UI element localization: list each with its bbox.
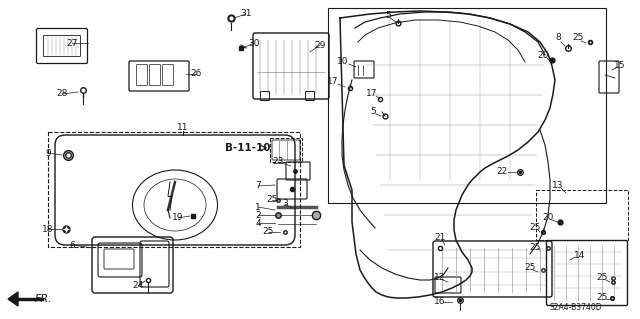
Text: 4: 4 xyxy=(255,219,261,227)
Text: 16: 16 xyxy=(435,298,445,307)
Text: 27: 27 xyxy=(67,39,77,48)
Text: 3: 3 xyxy=(282,199,288,209)
Text: 24: 24 xyxy=(132,281,143,291)
Text: 25: 25 xyxy=(572,33,584,42)
Text: 2: 2 xyxy=(255,211,261,219)
Text: 17: 17 xyxy=(366,90,378,99)
Polygon shape xyxy=(8,292,18,306)
Text: 25: 25 xyxy=(262,227,274,236)
Text: 22: 22 xyxy=(497,167,508,176)
Text: 25: 25 xyxy=(596,273,608,283)
Text: 23: 23 xyxy=(272,158,284,167)
Text: 6: 6 xyxy=(69,241,75,249)
Text: 9: 9 xyxy=(45,149,51,158)
Text: 7: 7 xyxy=(255,182,261,190)
Text: 11: 11 xyxy=(177,123,189,132)
Text: FR.: FR. xyxy=(35,294,52,304)
Text: 15: 15 xyxy=(614,61,626,70)
Bar xyxy=(328,8,606,203)
Bar xyxy=(536,190,628,240)
Text: S2A4-B3740D: S2A4-B3740D xyxy=(550,303,602,313)
Text: 17: 17 xyxy=(327,78,339,86)
Text: 25: 25 xyxy=(596,293,608,302)
Text: 28: 28 xyxy=(56,90,68,99)
Text: 30: 30 xyxy=(248,39,260,48)
Text: 25: 25 xyxy=(529,224,541,233)
Text: 1: 1 xyxy=(255,203,261,211)
Text: 25: 25 xyxy=(524,263,536,272)
Text: 10: 10 xyxy=(337,57,349,66)
Text: 29: 29 xyxy=(314,41,326,49)
Text: 5: 5 xyxy=(370,108,376,116)
Text: 25: 25 xyxy=(266,196,278,204)
Text: 19: 19 xyxy=(172,213,184,222)
Text: 14: 14 xyxy=(574,250,586,259)
Text: 5: 5 xyxy=(385,11,391,19)
Text: 21: 21 xyxy=(435,233,445,241)
Text: 26: 26 xyxy=(190,70,202,78)
Text: 8: 8 xyxy=(555,33,561,42)
Text: 18: 18 xyxy=(42,225,54,234)
Text: 25: 25 xyxy=(529,242,541,251)
Bar xyxy=(48,132,300,247)
Text: 20: 20 xyxy=(538,50,548,60)
Text: 31: 31 xyxy=(240,10,252,19)
Text: 13: 13 xyxy=(552,181,564,189)
Text: 20: 20 xyxy=(542,213,554,222)
Text: 12: 12 xyxy=(435,273,445,283)
Text: B-11-10: B-11-10 xyxy=(225,143,271,153)
